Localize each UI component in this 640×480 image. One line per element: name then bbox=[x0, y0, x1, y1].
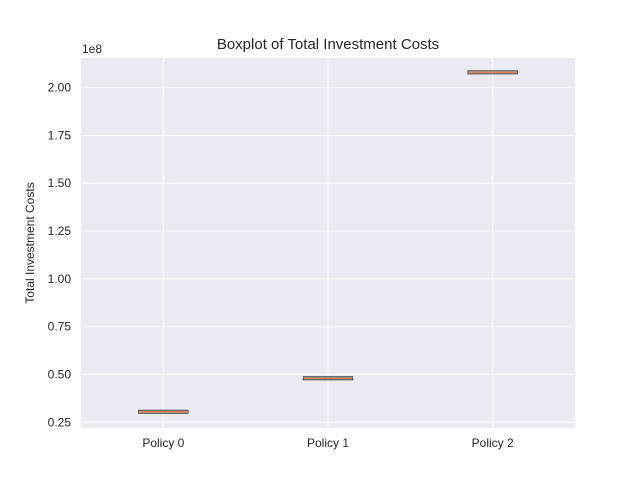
chart-title: Boxplot of Total Investment Costs bbox=[217, 36, 439, 53]
y-tick-label: 0.50 bbox=[48, 367, 72, 381]
y-tick-label: 1.75 bbox=[48, 128, 72, 142]
x-tick-label: Policy 2 bbox=[472, 436, 514, 450]
y-ticks: 0.25 0.50 0.75 1.00 1.25 1.50 1.75 2.00 bbox=[48, 81, 72, 430]
y-axis-label: Total Investment Costs bbox=[23, 182, 37, 303]
y-tick-label: 1.00 bbox=[48, 272, 72, 286]
y-tick-label: 1.25 bbox=[48, 224, 72, 238]
y-tick-label: 1.50 bbox=[48, 176, 72, 190]
grid-lines bbox=[81, 58, 575, 428]
x-tick-label: Policy 1 bbox=[307, 436, 349, 450]
box-policy-2 bbox=[467, 70, 518, 75]
box-policy-0 bbox=[138, 409, 189, 414]
y-tick-label: 0.25 bbox=[48, 415, 72, 429]
boxes bbox=[138, 70, 518, 414]
y-tick-label: 0.75 bbox=[48, 320, 72, 334]
x-tick-label: Policy 0 bbox=[142, 436, 184, 450]
box-policy-1 bbox=[302, 376, 354, 381]
y-axis-offset-label: 1e8 bbox=[82, 42, 102, 56]
y-tick-label: 2.00 bbox=[48, 81, 72, 95]
x-ticks: Policy 0 Policy 1 Policy 2 bbox=[142, 436, 514, 450]
